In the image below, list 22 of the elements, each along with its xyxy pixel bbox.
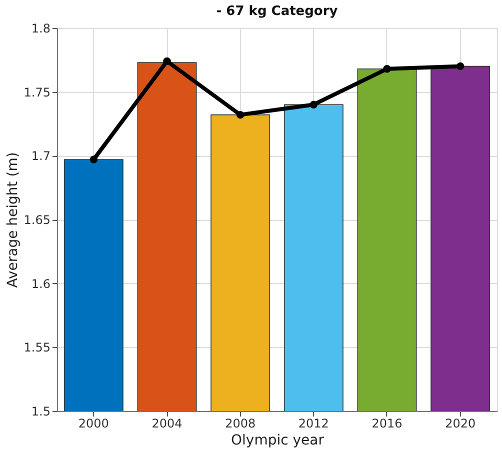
x-tick-label: 2016 — [372, 416, 402, 430]
y-tick-label: 1.75 — [24, 85, 50, 100]
chart-title: - 67 kg Category — [216, 4, 338, 19]
y-tick-label: 1.6 — [31, 276, 50, 291]
point — [310, 100, 318, 108]
x-tick-label: 2000 — [78, 416, 109, 430]
point — [383, 64, 391, 73]
y-tick-label: 1.7 — [31, 149, 50, 164]
x-tick-label: 2020 — [445, 416, 476, 430]
x-tick-label: 2008 — [225, 416, 256, 430]
y-tick-label: 1.55 — [24, 340, 50, 355]
y-tick-label: 1.8 — [31, 22, 50, 36]
point — [163, 57, 171, 66]
y-axis-title: Average height (m) — [4, 152, 21, 288]
x-tick-label: 2004 — [152, 416, 182, 430]
y-tick-label: 1.5 — [31, 404, 50, 418]
point — [236, 110, 244, 119]
y-tick-label: 1.65 — [24, 213, 50, 227]
x-tick-label: 2012 — [298, 416, 329, 430]
point — [456, 62, 464, 70]
x-axis-title: Olympic year — [231, 432, 324, 448]
point — [90, 156, 98, 164]
